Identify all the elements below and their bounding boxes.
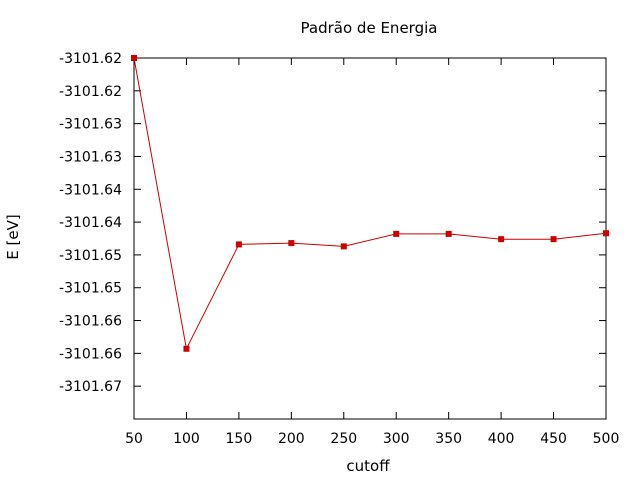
y-axis-label: E [eV] bbox=[4, 214, 22, 259]
x-tick-label: 450 bbox=[540, 431, 567, 447]
x-tick-label: 150 bbox=[226, 431, 253, 447]
y-tick-label: -3101.65 bbox=[59, 248, 122, 264]
data-point bbox=[235, 241, 242, 248]
x-axis: 50 100 150 200 250 300 350 400 450 500 bbox=[125, 58, 619, 447]
data-point bbox=[445, 230, 452, 237]
data-point bbox=[550, 236, 557, 243]
y-tick-label: -3101.63 bbox=[59, 117, 122, 133]
y-tick-label: -3101.64 bbox=[59, 182, 122, 198]
x-tick-label: 500 bbox=[593, 431, 620, 447]
chart-title: Padrão de Energia bbox=[301, 19, 438, 37]
data-point bbox=[288, 240, 295, 247]
x-tick-label: 400 bbox=[488, 431, 515, 447]
y-tick-label: -3101.64 bbox=[59, 215, 122, 231]
series-line bbox=[133, 57, 607, 351]
plot-area bbox=[133, 57, 607, 420]
y-tick-label: -3101.62 bbox=[59, 51, 122, 67]
y-tick-label: -3101.65 bbox=[59, 281, 122, 297]
x-tick-label: 50 bbox=[125, 431, 143, 447]
data-point bbox=[603, 230, 609, 237]
y-tick-label: -3101.62 bbox=[59, 84, 122, 100]
x-tick-label: 100 bbox=[173, 431, 200, 447]
x-tick-label: 200 bbox=[278, 431, 305, 447]
y-tick-label: -3101.63 bbox=[59, 149, 122, 165]
data-point bbox=[498, 236, 505, 243]
x-tick-label: 250 bbox=[330, 431, 357, 447]
x-axis-label: cutoff bbox=[346, 457, 390, 475]
y-axis: -3101.62 -3101.62 -3101.63 -3101.63 -3101.64… bbox=[59, 51, 606, 395]
y-tick-label: -3101.66 bbox=[59, 346, 122, 362]
data-point bbox=[340, 243, 347, 250]
y-tick-label: -3101.66 bbox=[59, 314, 122, 330]
series-layer bbox=[131, 55, 609, 352]
data-point bbox=[131, 55, 137, 61]
plot-frame bbox=[133, 57, 607, 420]
x-tick-label: 300 bbox=[383, 431, 410, 447]
data-point bbox=[393, 230, 400, 237]
y-tick-label: -3101.67 bbox=[59, 379, 122, 395]
x-tick-label: 350 bbox=[435, 431, 462, 447]
data-point bbox=[183, 345, 190, 352]
